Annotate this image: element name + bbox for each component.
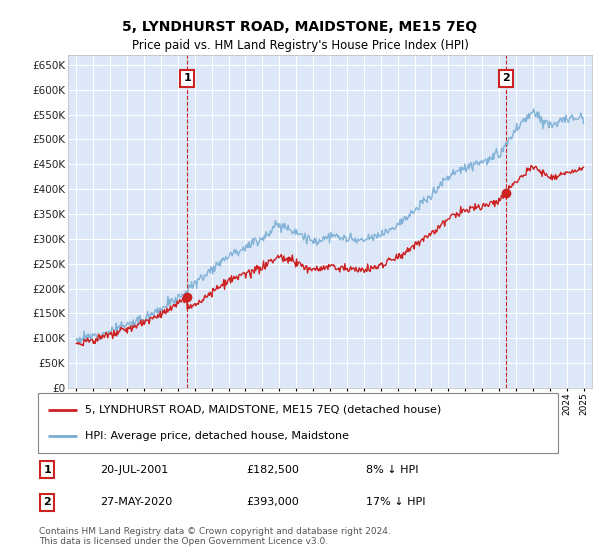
Text: £393,000: £393,000 — [246, 497, 299, 507]
Text: 1: 1 — [43, 465, 51, 475]
Text: 20-JUL-2001: 20-JUL-2001 — [100, 465, 169, 475]
Text: 8% ↓ HPI: 8% ↓ HPI — [365, 465, 418, 475]
Text: £182,500: £182,500 — [246, 465, 299, 475]
Text: 27-MAY-2020: 27-MAY-2020 — [100, 497, 173, 507]
Text: 5, LYNDHURST ROAD, MAIDSTONE, ME15 7EQ (detached house): 5, LYNDHURST ROAD, MAIDSTONE, ME15 7EQ (… — [85, 405, 441, 415]
Text: Price paid vs. HM Land Registry's House Price Index (HPI): Price paid vs. HM Land Registry's House … — [131, 39, 469, 52]
Text: 1: 1 — [183, 73, 191, 83]
Text: 2: 2 — [43, 497, 51, 507]
Text: Contains HM Land Registry data © Crown copyright and database right 2024.
This d: Contains HM Land Registry data © Crown c… — [39, 526, 391, 546]
FancyBboxPatch shape — [38, 393, 558, 453]
Text: 5, LYNDHURST ROAD, MAIDSTONE, ME15 7EQ: 5, LYNDHURST ROAD, MAIDSTONE, ME15 7EQ — [122, 20, 478, 34]
Text: 2: 2 — [502, 73, 510, 83]
Text: 17% ↓ HPI: 17% ↓ HPI — [365, 497, 425, 507]
Text: HPI: Average price, detached house, Maidstone: HPI: Average price, detached house, Maid… — [85, 431, 349, 441]
